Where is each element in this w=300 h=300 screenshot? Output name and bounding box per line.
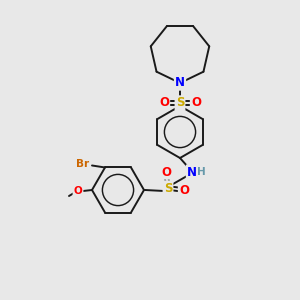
- Text: O: O: [159, 97, 169, 110]
- Text: O: O: [191, 97, 201, 110]
- Text: N: N: [175, 76, 185, 89]
- Text: H: H: [196, 167, 206, 177]
- Text: O: O: [161, 166, 171, 178]
- Text: O: O: [179, 184, 189, 196]
- Text: Br: Br: [76, 160, 90, 170]
- Text: S: S: [176, 97, 184, 110]
- Text: O: O: [74, 186, 82, 196]
- Text: N: N: [187, 166, 197, 178]
- Text: S: S: [164, 182, 172, 194]
